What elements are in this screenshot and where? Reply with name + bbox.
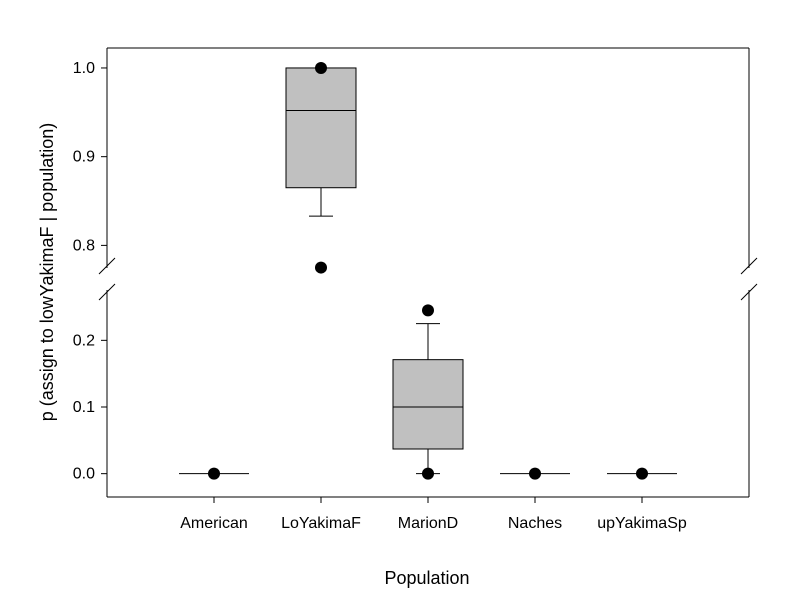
box-American xyxy=(179,467,249,480)
box-LoYakimaF xyxy=(285,61,357,274)
y-tick-label-lower-0: 0.0 xyxy=(73,466,95,483)
boxes-layer xyxy=(179,61,677,480)
outlier-point-American-0 xyxy=(208,467,220,480)
box-Naches xyxy=(500,467,570,480)
y-tick-label-lower-2: 0.2 xyxy=(73,332,95,349)
x-axis-title: Population xyxy=(384,568,469,588)
box-body-MarionD xyxy=(392,359,464,450)
axis-break-mark-left-1 xyxy=(98,257,116,275)
y-tick-label-lower-1: 0.1 xyxy=(73,399,95,416)
box-MarionD xyxy=(392,304,464,480)
y-tick-label-upper-1: 0.9 xyxy=(73,149,95,166)
axis-break-mark-left-2 xyxy=(98,283,116,301)
box-upYakimaSp xyxy=(607,467,677,480)
axis-break-mark-right-2 xyxy=(740,283,758,301)
x-tick-label-2: MarionD xyxy=(398,515,458,532)
x-tick-label-1: LoYakimaF xyxy=(281,515,361,532)
box-body-LoYakimaF xyxy=(285,67,357,189)
y-tick-label-upper-0: 0.8 xyxy=(73,237,95,254)
x-tick-label-4: upYakimaSp xyxy=(597,515,687,532)
axis-break-mark-right-1 xyxy=(740,257,758,275)
ticks-layer: 0.0 0.1 0.2 0.8 0.9 1.0 American LoYakimaF Mario… xyxy=(73,60,687,532)
outlier-point-Naches-0 xyxy=(529,467,541,480)
outlier-point-LoYakimaF-1 xyxy=(315,61,327,74)
x-tick-label-0: American xyxy=(180,515,248,532)
outlier-point-MarionD-1 xyxy=(422,304,434,317)
outlier-point-MarionD-0 xyxy=(422,467,434,480)
y-tick-label-upper-2: 1.0 xyxy=(73,60,95,77)
outlier-point-LoYakimaF-0 xyxy=(315,261,327,274)
x-tick-label-3: Naches xyxy=(508,515,562,532)
outlier-point-upYakimaSp-0 xyxy=(636,467,648,480)
y-axis-title: p (assign to lowYakimaF | population) xyxy=(37,123,57,422)
